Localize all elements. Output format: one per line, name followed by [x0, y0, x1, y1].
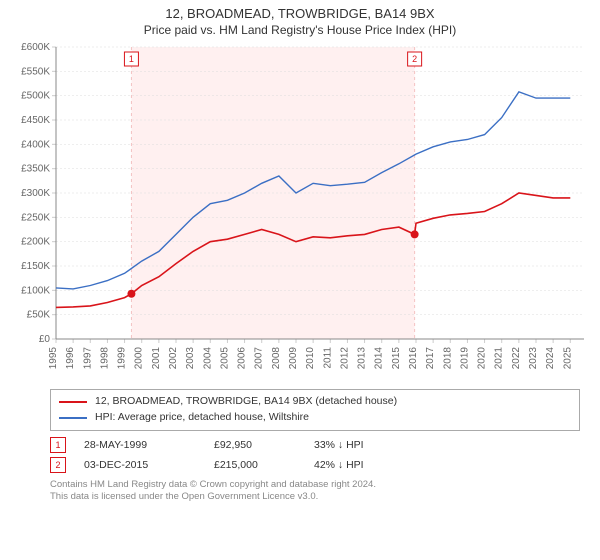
footer-attribution: Contains HM Land Registry data © Crown c…	[50, 479, 580, 504]
svg-text:2005: 2005	[219, 347, 230, 370]
chart-container: £0 £50K £100K £150K £200K £250K £300K £350K £400…	[8, 43, 592, 383]
footer-line: This data is licensed under the Open Gov…	[50, 491, 580, 503]
svg-text:2022: 2022	[511, 347, 522, 370]
svg-text:£50K: £50K	[27, 310, 51, 321]
svg-text:2013: 2013	[357, 347, 368, 370]
svg-text:1995: 1995	[48, 347, 59, 370]
svg-text:£0: £0	[39, 334, 51, 345]
page-title: 12, BROADMEAD, TROWBRIDGE, BA14 9BX	[0, 0, 600, 21]
svg-text:2004: 2004	[202, 347, 213, 370]
legend-swatch	[59, 401, 87, 403]
svg-text:2001: 2001	[151, 347, 162, 370]
svg-text:2020: 2020	[477, 347, 488, 370]
svg-text:2012: 2012	[339, 347, 350, 370]
sale-diff: 33% ↓ HPI	[314, 439, 434, 451]
svg-text:2: 2	[412, 54, 417, 64]
svg-text:1997: 1997	[82, 347, 93, 370]
footer-line: Contains HM Land Registry data © Crown c…	[50, 479, 580, 491]
svg-text:£450K: £450K	[21, 115, 50, 126]
svg-text:2014: 2014	[374, 347, 385, 370]
sale-price: £92,950	[214, 439, 314, 451]
svg-text:£250K: £250K	[21, 212, 50, 223]
svg-text:2018: 2018	[442, 347, 453, 370]
svg-text:2025: 2025	[562, 347, 573, 370]
sale-marker-badge: 1	[50, 437, 66, 453]
svg-text:£200K: £200K	[21, 237, 50, 248]
svg-text:£600K: £600K	[21, 43, 50, 53]
svg-text:2003: 2003	[185, 347, 196, 370]
svg-text:2006: 2006	[237, 347, 248, 370]
sale-date: 28-MAY-1999	[84, 439, 214, 451]
svg-text:2011: 2011	[322, 347, 333, 369]
svg-text:£150K: £150K	[21, 261, 50, 272]
sales-table: 1 28-MAY-1999 £92,950 33% ↓ HPI 2 03-DEC…	[50, 435, 580, 475]
svg-text:£500K: £500K	[21, 91, 50, 102]
legend-label: 12, BROADMEAD, TROWBRIDGE, BA14 9BX (det…	[95, 394, 397, 410]
svg-text:2010: 2010	[305, 347, 316, 370]
svg-text:£350K: £350K	[21, 164, 50, 175]
sale-marker-badge: 2	[50, 457, 66, 473]
svg-text:1998: 1998	[99, 347, 110, 370]
svg-text:1: 1	[129, 54, 134, 64]
line-chart: £0 £50K £100K £150K £200K £250K £300K £350K £400…	[8, 43, 592, 383]
svg-text:2024: 2024	[545, 347, 556, 370]
page-subtitle: Price paid vs. HM Land Registry's House …	[0, 21, 600, 43]
svg-text:2008: 2008	[271, 347, 282, 370]
svg-text:2015: 2015	[391, 347, 402, 370]
svg-text:1999: 1999	[117, 347, 128, 370]
svg-text:2007: 2007	[254, 347, 265, 370]
svg-text:£300K: £300K	[21, 188, 50, 199]
svg-text:£400K: £400K	[21, 139, 50, 150]
sale-price: £215,000	[214, 459, 314, 471]
legend-swatch	[59, 417, 87, 419]
svg-text:2000: 2000	[134, 347, 145, 370]
legend: 12, BROADMEAD, TROWBRIDGE, BA14 9BX (det…	[50, 389, 580, 431]
svg-text:1996: 1996	[65, 347, 76, 370]
legend-item: HPI: Average price, detached house, Wilt…	[59, 410, 571, 426]
svg-text:2021: 2021	[494, 347, 505, 370]
svg-text:£550K: £550K	[21, 66, 50, 77]
svg-text:£100K: £100K	[21, 285, 50, 296]
legend-item: 12, BROADMEAD, TROWBRIDGE, BA14 9BX (det…	[59, 394, 571, 410]
table-row: 1 28-MAY-1999 £92,950 33% ↓ HPI	[50, 435, 580, 455]
svg-text:2009: 2009	[288, 347, 299, 370]
svg-text:2002: 2002	[168, 347, 179, 370]
table-row: 2 03-DEC-2015 £215,000 42% ↓ HPI	[50, 455, 580, 475]
svg-text:2016: 2016	[408, 347, 419, 370]
svg-text:2023: 2023	[528, 347, 539, 370]
svg-text:2019: 2019	[459, 347, 470, 370]
legend-label: HPI: Average price, detached house, Wilt…	[95, 410, 309, 426]
sale-date: 03-DEC-2015	[84, 459, 214, 471]
sale-diff: 42% ↓ HPI	[314, 459, 434, 471]
svg-text:2017: 2017	[425, 347, 436, 370]
